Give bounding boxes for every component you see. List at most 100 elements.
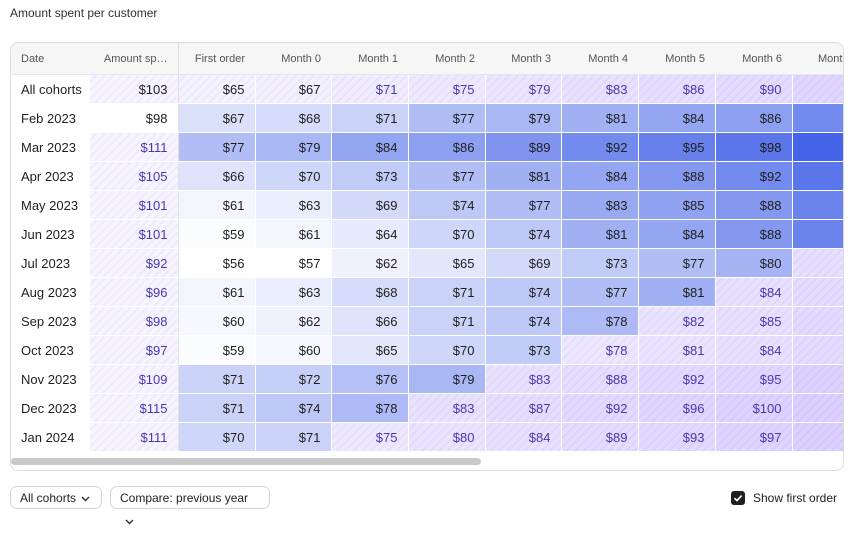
cell: $70 <box>255 161 332 191</box>
cell: $84 <box>638 219 716 249</box>
cell: $86 <box>715 103 793 133</box>
cell: $89 <box>485 132 562 162</box>
cell: $85 <box>715 306 793 336</box>
cell: $92 <box>715 161 793 191</box>
column-header: Date <box>11 43 89 75</box>
scrollbar[interactable] <box>11 458 481 465</box>
cell: $64 <box>331 219 409 249</box>
cell: $84 <box>638 103 716 133</box>
cell: $77 <box>408 103 486 133</box>
column-header: Month 5 <box>638 43 715 75</box>
page: Amount spent per customer Date Amount sp…… <box>10 6 844 525</box>
cell: $88 <box>715 190 793 220</box>
column-header: Month 2 <box>408 43 485 75</box>
cell: $101 <box>89 219 179 249</box>
cell: $71 <box>178 364 256 394</box>
cell: $ <box>792 132 843 162</box>
cell: $76 <box>331 364 409 394</box>
cell: $68 <box>255 103 332 133</box>
cell: $73 <box>331 161 409 191</box>
table-row: Jan 2024$111$70$71$75$80$84$89$93$97$ <box>11 422 843 452</box>
cell: $83 <box>561 190 639 220</box>
cell: $78 <box>561 306 639 336</box>
cell: $57 <box>255 248 332 278</box>
cell: $96 <box>89 277 179 307</box>
cell: $84 <box>485 422 562 452</box>
cell: $65 <box>178 74 256 104</box>
table-row: Jun 2023$101$59$61$64$70$74$81$84$88$ <box>11 219 843 249</box>
cell: $92 <box>89 248 179 278</box>
column-header: Month 3 <box>485 43 561 75</box>
row-label: May 2023 <box>11 190 90 220</box>
cell: $90 <box>715 74 793 104</box>
cell: $95 <box>715 364 793 394</box>
table-row: Aug 2023$96$61$63$68$71$74$77$81$84$ <box>11 277 843 307</box>
cell: $83 <box>408 393 486 423</box>
cell: $82 <box>638 306 716 336</box>
cell: $81 <box>485 161 562 191</box>
cell: $105 <box>89 161 179 191</box>
cell: $78 <box>561 335 639 365</box>
cell: $63 <box>255 277 332 307</box>
table-body: All cohorts$103$65$67$71$75$79$83$86$90$… <box>11 74 843 452</box>
compare-button[interactable]: Compare: previous year <box>110 486 270 525</box>
cell: $92 <box>561 393 639 423</box>
cell: $84 <box>561 161 639 191</box>
cell: $68 <box>331 277 409 307</box>
cell: $63 <box>255 190 332 220</box>
checkbox[interactable] <box>731 491 745 505</box>
cell: $ <box>792 277 843 307</box>
cell: $78 <box>331 393 409 423</box>
row-label: Aug 2023 <box>11 277 90 307</box>
cell: $77 <box>178 132 256 162</box>
cell: $71 <box>408 277 486 307</box>
cell: $80 <box>408 422 486 452</box>
cell: $81 <box>561 219 639 249</box>
table-row: Dec 2023$115$71$74$78$83$87$92$96$100$ <box>11 393 843 423</box>
column-header: Month 7 <box>792 43 843 75</box>
row-label: Jan 2024 <box>11 422 90 452</box>
cell: $79 <box>255 132 332 162</box>
cell: $65 <box>331 335 409 365</box>
cell: $61 <box>255 219 332 249</box>
cell: $109 <box>89 364 179 394</box>
cell: $74 <box>485 219 562 249</box>
cell: $70 <box>178 422 256 452</box>
button-label: Compare: previous year <box>120 491 249 505</box>
cell: $75 <box>331 422 409 452</box>
table-row: Apr 2023$105$66$70$73$77$81$84$88$92$ <box>11 161 843 191</box>
cell: $67 <box>255 74 332 104</box>
cell: $75 <box>408 74 486 104</box>
cell: $81 <box>638 335 716 365</box>
cell: $98 <box>715 132 793 162</box>
cell: $95 <box>638 132 716 162</box>
cell: $74 <box>408 190 486 220</box>
cell: $74 <box>485 306 562 336</box>
cell: $84 <box>715 335 793 365</box>
row-label: Sep 2023 <box>11 306 90 336</box>
cell: $83 <box>485 364 562 394</box>
check-icon <box>733 495 743 502</box>
cell: $ <box>792 190 843 220</box>
checkbox-label[interactable]: Show first order <box>753 491 838 505</box>
cell: $86 <box>408 132 486 162</box>
cell: $88 <box>715 219 793 249</box>
column-header: First order <box>178 43 255 75</box>
cell: $77 <box>638 248 716 278</box>
page-title: Amount spent per customer <box>10 6 158 20</box>
cell: $61 <box>178 190 256 220</box>
cell: $72 <box>255 364 332 394</box>
cell: $80 <box>715 248 793 278</box>
button-label: All cohorts <box>20 491 77 505</box>
table-row: Oct 2023$97$59$60$65$70$73$78$81$84$ <box>11 335 843 365</box>
cell: $73 <box>485 335 562 365</box>
cell: $73 <box>561 248 639 278</box>
cell: $77 <box>561 277 639 307</box>
cohort-filter-button[interactable]: All cohorts <box>10 486 102 509</box>
cell: $84 <box>331 132 409 162</box>
cell: $70 <box>408 219 486 249</box>
cell: $79 <box>485 103 562 133</box>
cell: $77 <box>485 190 562 220</box>
cell: $81 <box>561 103 639 133</box>
cell: $97 <box>715 422 793 452</box>
